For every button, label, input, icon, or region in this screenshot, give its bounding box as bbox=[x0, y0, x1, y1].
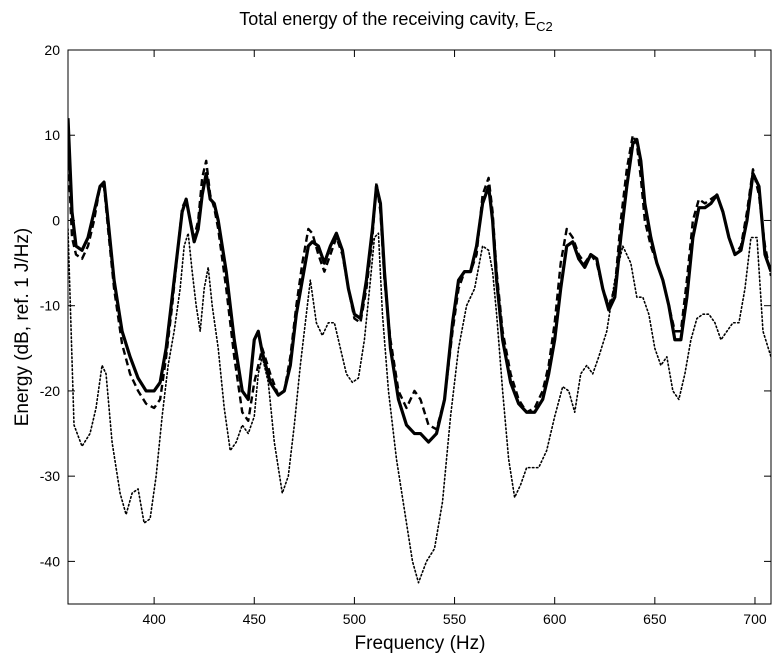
x-tick-label: 400 bbox=[142, 611, 166, 627]
y-tick-label: -20 bbox=[40, 383, 60, 399]
x-tick-label: 650 bbox=[643, 611, 667, 627]
chart-title-subscript: C2 bbox=[536, 19, 553, 34]
y-tick-label: 10 bbox=[44, 127, 60, 143]
x-tick-label: 550 bbox=[443, 611, 467, 627]
y-tick-label: 20 bbox=[44, 42, 60, 58]
x-axis-ticks: 400 450 500 550 600 650 700 bbox=[142, 50, 767, 627]
x-tick-label: 500 bbox=[343, 611, 367, 627]
x-tick-label: 700 bbox=[743, 611, 767, 627]
y-tick-label: 0 bbox=[52, 212, 60, 228]
x-tick-label: 600 bbox=[543, 611, 567, 627]
chart-title: Total energy of the receiving cavity, EC… bbox=[239, 9, 552, 34]
series-layer bbox=[68, 118, 771, 584]
x-axis-label: Frequency (Hz) bbox=[355, 633, 486, 654]
y-axis-ticks: -40 -30 -20 -10 0 10 20 bbox=[40, 42, 771, 569]
y-tick-label: -10 bbox=[40, 298, 60, 314]
series-line-dashed bbox=[68, 134, 771, 431]
plot-frame bbox=[67, 49, 772, 605]
y-axis-label: Energy (dB, ref. 1 J/Hz) bbox=[12, 228, 33, 427]
series-line-dotted bbox=[68, 228, 771, 584]
x-tick-label: 450 bbox=[243, 611, 267, 627]
y-tick-label: -40 bbox=[40, 553, 60, 569]
y-tick-label: -30 bbox=[40, 468, 60, 484]
plot-area bbox=[67, 49, 772, 605]
chart-title-main: Total energy of the receiving cavity, E bbox=[239, 9, 536, 29]
